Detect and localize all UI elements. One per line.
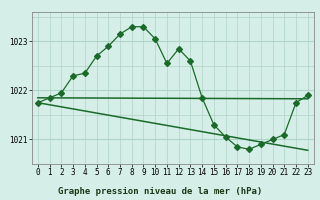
Text: Graphe pression niveau de la mer (hPa): Graphe pression niveau de la mer (hPa) [58,187,262,196]
